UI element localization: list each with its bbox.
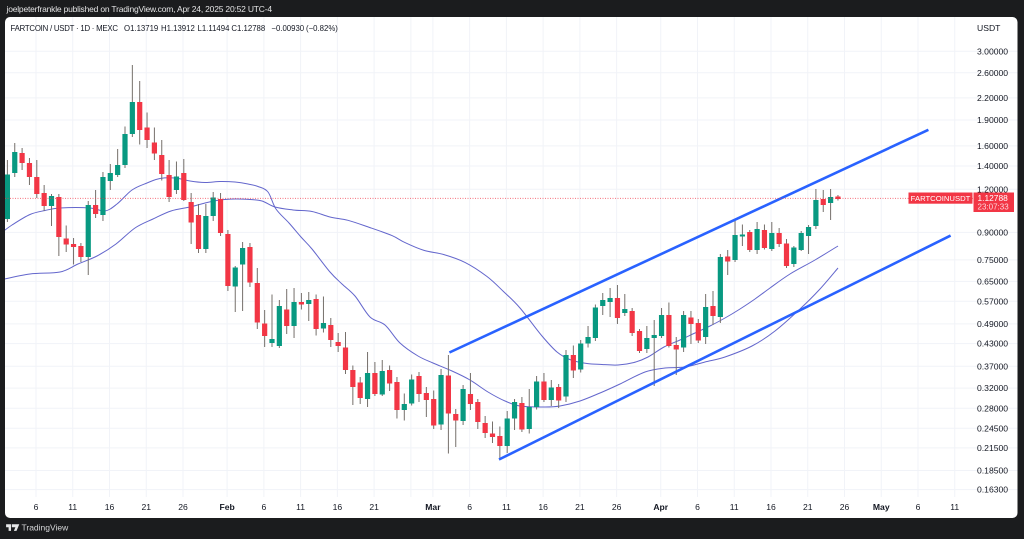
svg-text:6: 6 [34,502,39,512]
svg-text:Feb: Feb [219,502,234,512]
svg-text:1.60000: 1.60000 [977,141,1008,151]
svg-text:26: 26 [178,502,188,512]
svg-text:0.75000: 0.75000 [977,255,1008,265]
svg-text:16: 16 [766,502,776,512]
svg-text:0.65000: 0.65000 [977,277,1008,287]
svg-text:11: 11 [730,502,739,512]
svg-text:2.60000: 2.60000 [977,68,1008,78]
svg-text:0.43000: 0.43000 [977,339,1008,349]
svg-text:H1.13912: H1.13912 [161,24,195,33]
svg-text:6: 6 [916,502,921,512]
svg-text:joelpeterfrankle published on: joelpeterfrankle published on TradingVie… [6,4,273,14]
svg-text:May: May [873,502,890,512]
svg-text:11: 11 [950,502,959,512]
svg-text:23:07:33: 23:07:33 [978,203,1010,212]
svg-text:Apr: Apr [653,502,668,512]
svg-text:11: 11 [502,502,511,512]
svg-text:0.21500: 0.21500 [977,443,1008,453]
svg-text:0.28000: 0.28000 [977,403,1008,413]
svg-text:−0.00930: −0.00930 [271,24,304,33]
svg-text:FARTCOIN / USDT · 1D · MEXC: FARTCOIN / USDT · 1D · MEXC [11,24,119,33]
svg-text:6: 6 [467,502,472,512]
svg-text:21: 21 [803,502,813,512]
svg-text:1.20000: 1.20000 [977,184,1008,194]
svg-text:11: 11 [68,502,77,512]
svg-text:0.37000: 0.37000 [977,361,1008,371]
svg-text:16: 16 [333,502,343,512]
svg-text:2.20000: 2.20000 [977,93,1008,103]
svg-text:0.32000: 0.32000 [977,383,1008,393]
svg-text:Mar: Mar [425,502,441,512]
svg-text:11: 11 [296,502,305,512]
svg-text:0.16300: 0.16300 [977,485,1008,495]
svg-text:6: 6 [695,502,700,512]
svg-text:21: 21 [141,502,151,512]
svg-text:0.90000: 0.90000 [977,228,1008,238]
svg-text:O1.13719: O1.13719 [124,24,158,33]
svg-text:21: 21 [575,502,585,512]
svg-text:USDT: USDT [977,23,1001,33]
svg-text:1.12788: 1.12788 [978,193,1009,203]
svg-text:0.49000: 0.49000 [977,319,1008,329]
svg-text:1.90000: 1.90000 [977,115,1008,125]
svg-text:3.00000: 3.00000 [977,46,1008,56]
svg-text:0.24500: 0.24500 [977,423,1008,433]
svg-text:21: 21 [369,502,379,512]
svg-text:16: 16 [105,502,115,512]
svg-text:C1.12788: C1.12788 [231,24,265,33]
svg-text:1.40000: 1.40000 [977,161,1008,171]
svg-text:L1.11494: L1.11494 [198,24,231,33]
svg-text:FARTCOINUSDT: FARTCOINUSDT [911,194,971,203]
svg-text:TradingView: TradingView [22,523,70,533]
svg-text:26: 26 [840,502,850,512]
svg-text:(−0.82%): (−0.82%) [306,24,338,33]
svg-text:26: 26 [612,502,622,512]
svg-text:6: 6 [261,502,266,512]
svg-text:0.57000: 0.57000 [977,296,1008,306]
svg-text:16: 16 [538,502,548,512]
svg-text:0.18500: 0.18500 [977,466,1008,476]
